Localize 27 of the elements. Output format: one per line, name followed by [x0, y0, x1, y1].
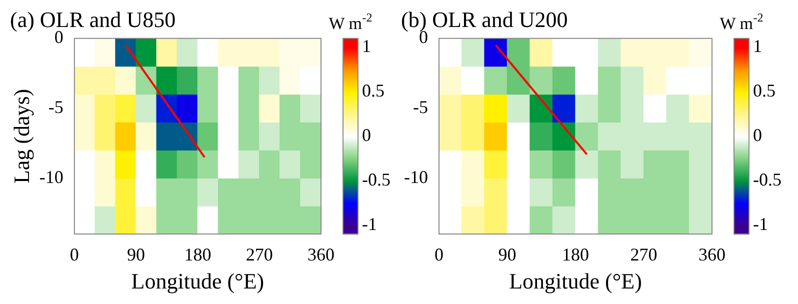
color-bar-label: 0.5	[753, 80, 776, 100]
x-tick-label: 90	[127, 244, 146, 265]
color-bar-label: 1	[362, 36, 371, 56]
y-tick-label: -10	[39, 166, 64, 187]
x-tick-label: 0	[70, 244, 79, 265]
color-bar-label: -0.5	[753, 169, 782, 190]
y-tick-label: -10	[404, 166, 428, 187]
x-tick-label: 360	[308, 244, 334, 265]
color-bar-label: -1	[753, 214, 768, 234]
color-bar-label: 0	[362, 124, 371, 145]
x-tick-label: 270	[630, 244, 658, 265]
color-bar-label: 0	[753, 124, 762, 145]
color-bar-label: 1	[753, 36, 762, 56]
x-tick-label: 180	[184, 244, 212, 265]
x-tick-label: 360	[698, 244, 726, 265]
x-tick-label: 90	[498, 244, 516, 265]
x-axis-title: Longitude (°E)	[509, 268, 642, 294]
x-tick-label: 180	[562, 244, 589, 265]
y-tick-label: -5	[48, 96, 64, 117]
x-axis-title: Longitude (°E)	[131, 268, 264, 294]
y-axis-title: Lag (days)	[8, 88, 34, 184]
color-bar-label: -1	[362, 214, 377, 234]
x-tick-label: 270	[246, 244, 273, 265]
x-tick-label: 0	[434, 244, 444, 265]
color-bar-label: -0.5	[362, 169, 390, 190]
color-bar-label: 0.5	[362, 80, 384, 100]
y-tick-label: -5	[412, 96, 428, 117]
